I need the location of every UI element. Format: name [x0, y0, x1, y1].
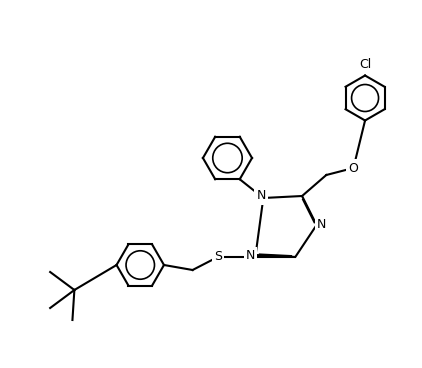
Text: O: O — [349, 162, 358, 174]
Text: N: N — [257, 190, 266, 202]
Text: N: N — [317, 219, 326, 231]
Text: S: S — [214, 251, 222, 263]
Text: Cl: Cl — [359, 58, 371, 71]
Text: N: N — [246, 249, 255, 262]
